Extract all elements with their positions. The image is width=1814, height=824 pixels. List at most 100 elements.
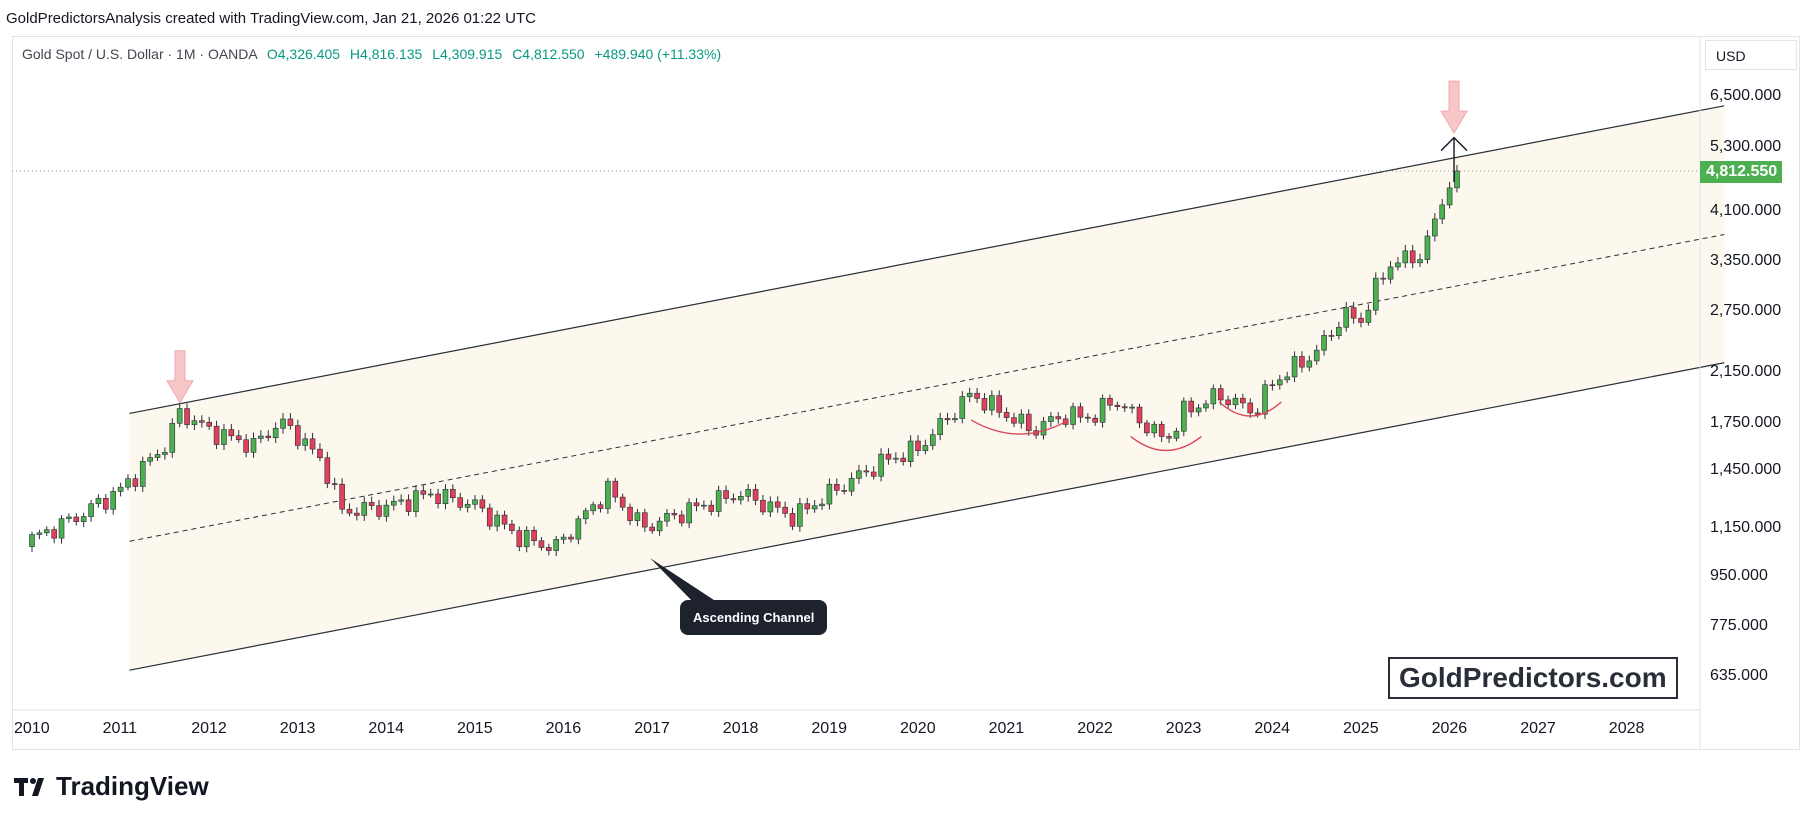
candle (1225, 395, 1231, 409)
candle (649, 523, 656, 534)
candle (125, 474, 131, 491)
candle (575, 515, 582, 545)
year-tick-label: 2021 (988, 720, 1025, 737)
year-tick-label: 2017 (634, 720, 670, 737)
candle (250, 432, 257, 458)
candle (501, 510, 508, 530)
currency-button[interactable]: USD (1705, 40, 1797, 70)
candle (737, 491, 744, 505)
candle (782, 501, 788, 518)
candle (900, 452, 907, 466)
candle (1099, 394, 1106, 428)
year-tick-label: 2024 (1254, 720, 1290, 737)
candle (826, 478, 833, 510)
candle (103, 494, 109, 514)
chart-frame[interactable] (12, 36, 1800, 750)
candle (612, 477, 619, 503)
year-tick-label: 2025 (1343, 720, 1379, 737)
candle (36, 529, 43, 540)
price-tick-label: 6,500.000 (1710, 87, 1782, 104)
year-tick-label: 2018 (722, 720, 759, 737)
candle (966, 387, 973, 403)
candle (538, 536, 545, 551)
candle (1188, 397, 1194, 418)
candle (95, 494, 102, 508)
candle (1291, 351, 1298, 383)
price-tick-label: 2,750.000 (1710, 301, 1782, 319)
candle (1077, 402, 1084, 423)
channel-upper-line (129, 105, 1725, 415)
candle (206, 416, 212, 430)
callout-pointer (650, 558, 720, 604)
candle (597, 501, 604, 513)
candle (974, 387, 980, 403)
candle (516, 526, 523, 552)
candle (427, 488, 434, 498)
candle (383, 499, 390, 522)
symbol-legend[interactable]: Gold Spot / U.S. Dollar · 1M · OANDA O4,… (22, 46, 721, 62)
candle (147, 452, 153, 466)
candle (287, 413, 294, 430)
candle (1114, 401, 1121, 411)
candle (265, 430, 272, 442)
annotations (166, 80, 1468, 604)
candle (191, 415, 198, 430)
candle (1085, 413, 1091, 423)
candle (309, 432, 316, 455)
candle (280, 413, 286, 434)
candle (878, 448, 884, 482)
up-arrow-head (1440, 136, 1468, 152)
candle (1439, 199, 1446, 225)
candle (1181, 397, 1187, 437)
candle (863, 464, 870, 477)
candle (1195, 404, 1202, 417)
candle (1048, 412, 1054, 428)
candle (1358, 312, 1364, 328)
candle (804, 497, 811, 515)
candle (420, 485, 427, 500)
tradingview-icon (14, 777, 44, 796)
candle (331, 477, 338, 490)
candle (1232, 393, 1239, 410)
candle (833, 478, 840, 496)
candle (435, 488, 441, 509)
candle (1107, 394, 1113, 411)
ohlc-close: C4,812.550 (512, 46, 585, 62)
candle (29, 531, 35, 553)
price-tick-label: 2,150.000 (1710, 362, 1782, 380)
candle (1424, 230, 1431, 264)
candle (88, 499, 94, 522)
ascending-channel-callout[interactable]: Ascending Channel (680, 600, 828, 635)
candle (811, 499, 818, 513)
candle (656, 517, 663, 536)
candle (1217, 384, 1224, 406)
candle (221, 423, 227, 451)
candle (856, 464, 862, 484)
candle (981, 393, 988, 414)
candle (1321, 329, 1327, 356)
candle (774, 496, 781, 513)
candle (745, 484, 751, 502)
symbol-name[interactable]: Gold Spot / U.S. Dollar · 1M · OANDA (22, 46, 257, 62)
candle (1336, 321, 1342, 340)
candle (1003, 407, 1010, 422)
candle (464, 499, 471, 513)
candle (1328, 329, 1335, 341)
candle (376, 499, 382, 521)
candle (989, 390, 995, 416)
candle (199, 415, 205, 428)
candle (605, 477, 611, 514)
year-tick-label: 2014 (368, 720, 404, 737)
tradingview-logo[interactable]: TradingView (14, 771, 209, 802)
candle (80, 512, 87, 528)
candle (457, 492, 464, 511)
year-tick-label: 2023 (1165, 720, 1202, 737)
candle (885, 448, 892, 465)
price-tick-label: 950.000 (1710, 566, 1768, 584)
candle (937, 412, 943, 441)
candle (1173, 427, 1180, 442)
candle (1011, 412, 1017, 428)
candle (1055, 412, 1062, 424)
candles (29, 165, 1460, 557)
